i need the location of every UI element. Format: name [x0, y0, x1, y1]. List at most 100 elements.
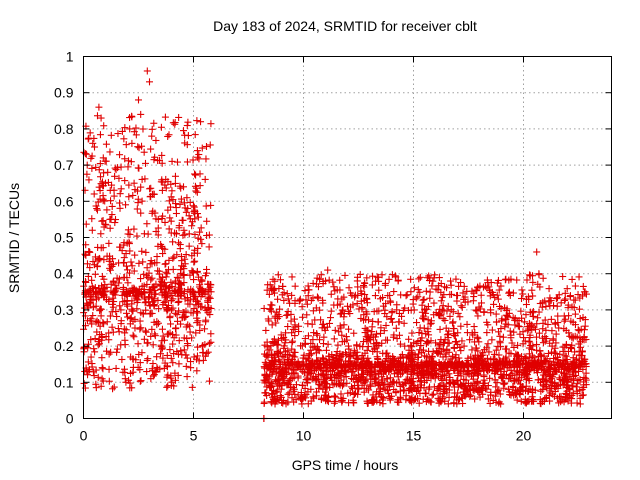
data-point	[495, 286, 503, 294]
data-point	[500, 384, 508, 392]
data-point	[327, 307, 335, 315]
data-point	[165, 225, 173, 233]
data-point	[166, 283, 174, 291]
data-point	[145, 269, 153, 277]
y-tick-label: 0.4	[54, 266, 74, 282]
data-point	[140, 282, 148, 290]
data-point	[175, 307, 183, 315]
data-point	[95, 183, 103, 191]
data-point	[198, 144, 206, 152]
data-point	[327, 314, 335, 322]
data-point	[193, 249, 201, 257]
data-point	[325, 276, 333, 284]
data-point	[108, 211, 116, 219]
data-point	[133, 205, 141, 213]
data-point	[185, 242, 193, 250]
data-point	[173, 158, 181, 166]
data-point	[134, 143, 142, 151]
data-point	[167, 374, 175, 382]
data-point	[428, 391, 436, 399]
data-point	[457, 302, 465, 310]
data-point	[274, 295, 282, 303]
data-point	[176, 182, 184, 190]
data-point	[88, 320, 96, 328]
data-point	[390, 288, 398, 296]
data-point	[99, 195, 107, 203]
data-point	[455, 282, 463, 290]
data-point	[154, 224, 162, 232]
data-point	[142, 248, 150, 256]
data-point	[436, 325, 444, 333]
data-point	[97, 173, 105, 181]
data-point	[124, 279, 132, 287]
data-point	[138, 247, 146, 255]
data-point	[84, 300, 92, 308]
data-point	[183, 373, 191, 381]
data-point	[93, 328, 101, 336]
data-point	[205, 231, 213, 239]
data-point	[154, 296, 162, 304]
data-point	[405, 335, 413, 343]
data-point	[177, 195, 185, 203]
data-point	[132, 124, 140, 132]
data-point	[378, 271, 386, 279]
data-point	[163, 307, 171, 315]
data-point	[182, 251, 190, 259]
data-point	[392, 324, 400, 332]
data-point	[128, 297, 136, 305]
data-point	[146, 301, 154, 309]
data-point	[179, 308, 187, 316]
data-point	[143, 368, 151, 376]
data-point	[194, 213, 202, 221]
data-point	[469, 297, 477, 305]
data-point	[397, 291, 405, 299]
data-point	[180, 271, 188, 279]
data-point	[192, 329, 200, 337]
data-point	[206, 141, 214, 149]
data-point	[193, 117, 201, 125]
data-point	[280, 296, 288, 304]
data-point	[348, 383, 356, 391]
data-point	[97, 382, 105, 390]
data-point	[115, 174, 123, 182]
data-point	[152, 136, 160, 144]
data-point	[151, 153, 159, 161]
data-point	[368, 281, 376, 289]
data-point	[317, 271, 325, 279]
data-point	[492, 310, 500, 318]
data-point	[139, 125, 147, 133]
data-point	[90, 372, 98, 380]
data-point	[120, 258, 128, 266]
data-point	[175, 337, 183, 345]
data-point	[103, 318, 111, 326]
data-point	[161, 260, 169, 268]
data-point	[480, 308, 488, 316]
data-point	[91, 335, 99, 343]
data-point	[134, 164, 142, 172]
data-point	[93, 112, 101, 120]
data-point	[150, 318, 158, 326]
data-point	[113, 348, 121, 356]
y-tick-label: 0.1	[54, 374, 74, 390]
data-point	[514, 341, 522, 349]
data-point	[123, 292, 131, 300]
data-point	[136, 366, 144, 374]
data-point	[153, 353, 161, 361]
data-point	[137, 275, 145, 283]
data-point	[107, 131, 115, 139]
data-point	[107, 348, 115, 356]
data-point	[81, 304, 89, 312]
data-point	[93, 289, 101, 297]
data-point	[88, 226, 96, 234]
data-point	[181, 139, 189, 147]
data-point	[172, 204, 180, 212]
data-point	[552, 330, 560, 338]
data-point	[430, 299, 438, 307]
data-point	[125, 238, 133, 246]
data-point	[192, 187, 200, 195]
data-point	[532, 333, 540, 341]
data-point	[158, 186, 166, 194]
data-point	[132, 356, 140, 364]
data-point	[126, 320, 134, 328]
data-point	[414, 350, 422, 358]
